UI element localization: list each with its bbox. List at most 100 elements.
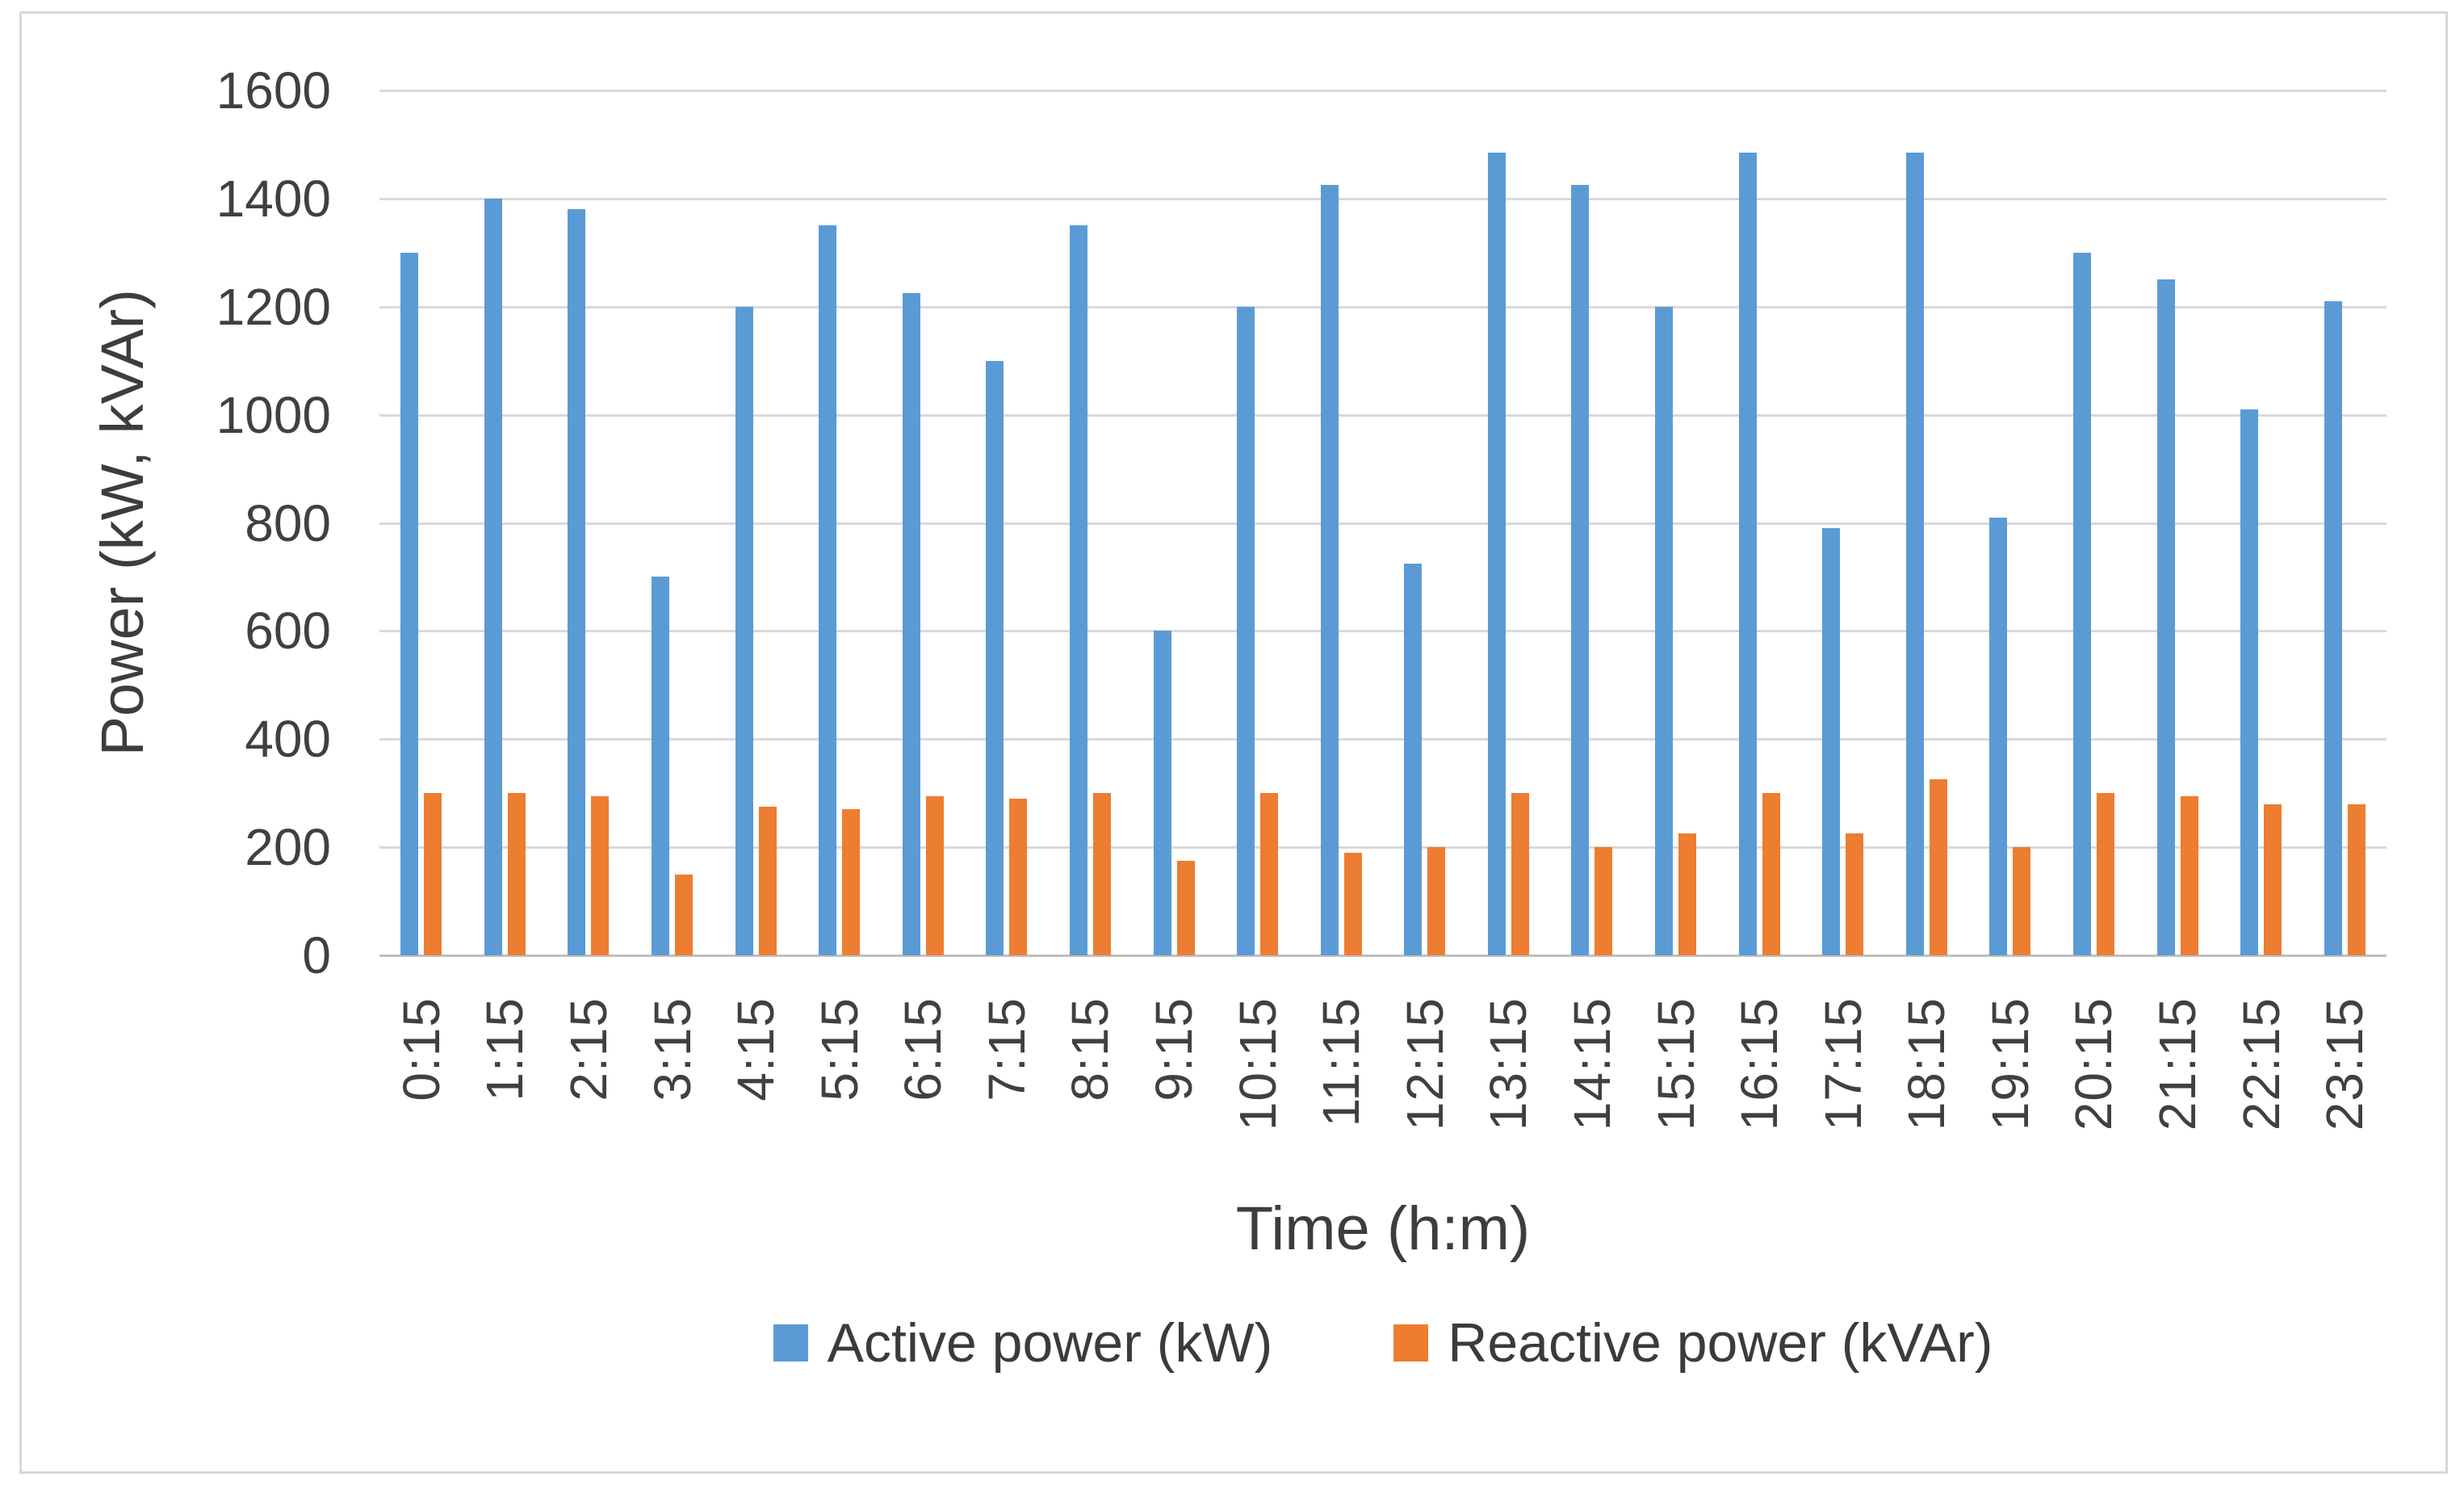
x-tick-label-23:15: 23:15 [2315, 997, 2374, 1131]
legend-swatch-active-power [773, 1324, 808, 1362]
bar-active-1:15 [484, 199, 502, 955]
bar-reactive-11:15 [1344, 853, 1362, 955]
bar-active-15:15 [1655, 307, 1673, 955]
legend-item-reactive-power: Reactive power (kVAr) [1393, 1311, 1993, 1374]
bar-active-17:15 [1822, 528, 1840, 955]
x-tick-label-4:15: 4:15 [727, 997, 785, 1101]
bar-active-5:15 [819, 225, 836, 955]
bar-reactive-0:15 [424, 793, 442, 955]
x-tick-label-8:15: 8:15 [1061, 997, 1119, 1101]
x-tick-label-19:15: 19:15 [1981, 997, 2039, 1131]
x-tick-label-13:15: 13:15 [1479, 997, 1537, 1131]
bar-reactive-8:15 [1093, 793, 1111, 955]
bar-active-13:15 [1488, 153, 1506, 955]
plot-area [379, 90, 2386, 957]
x-tick-label-21:15: 21:15 [2148, 997, 2206, 1131]
y-tick-label-1200: 1200 [216, 277, 331, 336]
bar-reactive-2:15 [591, 796, 609, 955]
bar-reactive-23:15 [2348, 804, 2366, 955]
bar-reactive-6:15 [926, 796, 944, 955]
bar-active-22:15 [2240, 409, 2258, 955]
y-tick-label-1000: 1000 [216, 385, 331, 444]
legend-label-reactive-power: Reactive power (kVAr) [1448, 1312, 1993, 1374]
bar-reactive-10:15 [1260, 793, 1278, 955]
gridline-600 [379, 630, 2386, 633]
gridline-1200 [379, 305, 2386, 308]
legend-swatch-reactive-power [1393, 1324, 1429, 1362]
x-tick-label-16:15: 16:15 [1730, 997, 1788, 1131]
x-tick-label-10:15: 10:15 [1229, 997, 1287, 1131]
legend: Active power (kW) Reactive power (kVAr) [379, 1311, 2386, 1374]
x-tick-label-2:15: 2:15 [559, 997, 618, 1101]
gridline-1000 [379, 413, 2386, 417]
bar-reactive-16:15 [1762, 793, 1780, 955]
y-tick-label-800: 800 [245, 493, 331, 552]
gridline-800 [379, 522, 2386, 525]
bar-active-20:15 [2073, 253, 2091, 955]
bar-reactive-5:15 [842, 809, 860, 955]
bar-active-12:15 [1404, 564, 1422, 955]
bar-reactive-17:15 [1846, 833, 1863, 955]
y-tick-label-200: 200 [245, 818, 331, 877]
bar-active-14:15 [1571, 185, 1589, 955]
bar-active-4:15 [735, 307, 753, 955]
bar-reactive-13:15 [1511, 793, 1529, 955]
bar-reactive-12:15 [1427, 847, 1445, 955]
bar-active-0:15 [400, 253, 418, 955]
x-tick-label-12:15: 12:15 [1396, 997, 1454, 1131]
bar-reactive-15:15 [1678, 833, 1696, 955]
bar-reactive-18:15 [1930, 779, 1947, 955]
bar-reactive-22:15 [2264, 804, 2282, 955]
bar-active-23:15 [2324, 301, 2342, 955]
bar-active-6:15 [903, 293, 920, 955]
chart-frame-border [19, 11, 2448, 1474]
y-tick-label-0: 0 [302, 926, 331, 984]
gridline-200 [379, 846, 2386, 850]
bar-reactive-7:15 [1009, 799, 1027, 955]
gridline-400 [379, 738, 2386, 741]
bar-active-2:15 [568, 209, 585, 955]
bar-active-16:15 [1739, 153, 1757, 955]
x-tick-label-20:15: 20:15 [2064, 997, 2122, 1131]
x-tick-label-7:15: 7:15 [978, 997, 1036, 1101]
bar-active-8:15 [1070, 225, 1087, 955]
x-tick-label-11:15: 11:15 [1312, 997, 1370, 1127]
gridline-1400 [379, 197, 2386, 200]
bar-active-9:15 [1154, 631, 1171, 955]
x-tick-label-18:15: 18:15 [1897, 997, 1955, 1131]
bar-active-18:15 [1906, 153, 1924, 955]
bar-reactive-14:15 [1594, 847, 1612, 955]
bar-reactive-9:15 [1177, 861, 1195, 955]
bar-active-10:15 [1237, 307, 1255, 955]
x-tick-label-0:15: 0:15 [392, 997, 450, 1101]
x-tick-label-15:15: 15:15 [1647, 997, 1705, 1131]
x-tick-label-5:15: 5:15 [811, 997, 869, 1101]
x-tick-label-3:15: 3:15 [643, 997, 702, 1101]
gridline-1600 [379, 90, 2386, 92]
legend-item-active-power: Active power (kW) [773, 1311, 1273, 1374]
x-tick-label-9:15: 9:15 [1145, 997, 1203, 1101]
legend-label-active-power: Active power (kW) [827, 1312, 1273, 1374]
bar-reactive-20:15 [2097, 793, 2114, 955]
bar-active-7:15 [986, 361, 1004, 955]
x-axis-line [379, 955, 2386, 957]
bar-reactive-19:15 [2013, 847, 2030, 955]
bar-reactive-3:15 [675, 875, 693, 955]
bar-reactive-4:15 [759, 807, 777, 955]
x-tick-label-14:15: 14:15 [1563, 997, 1621, 1131]
y-tick-label-600: 600 [245, 602, 331, 661]
x-tick-label-22:15: 22:15 [2232, 997, 2290, 1131]
bar-active-21:15 [2157, 279, 2175, 955]
x-tick-label-17:15: 17:15 [1814, 997, 1872, 1131]
y-tick-label-400: 400 [245, 710, 331, 769]
y-tick-label-1400: 1400 [216, 169, 331, 228]
y-tick-label-1600: 1600 [216, 61, 331, 120]
x-tick-label-1:15: 1:15 [476, 997, 534, 1101]
bar-active-11:15 [1321, 185, 1339, 955]
bar-reactive-1:15 [508, 793, 526, 955]
bar-active-19:15 [1989, 518, 2007, 955]
x-axis-title: Time (h:m) [1235, 1194, 1531, 1263]
x-tick-label-6:15: 6:15 [894, 997, 952, 1101]
bar-active-3:15 [652, 577, 669, 955]
